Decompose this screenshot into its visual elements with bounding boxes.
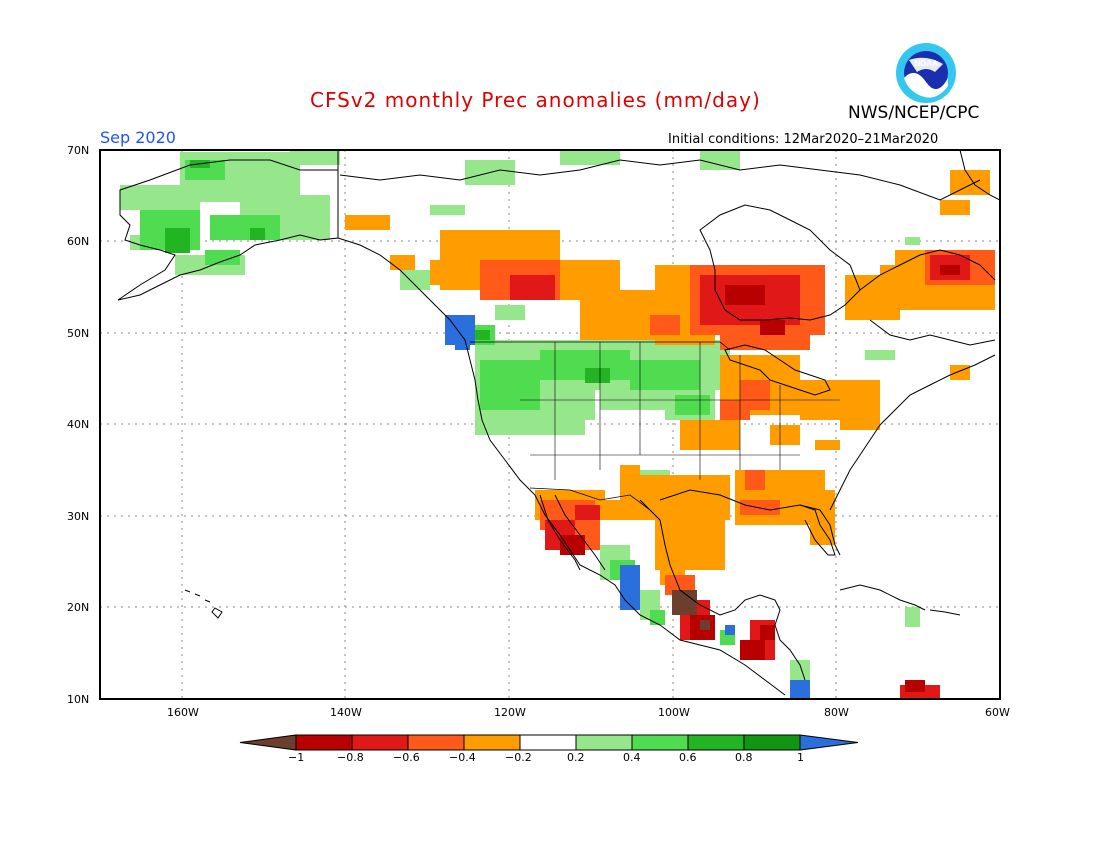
colorbar-tick: −1 [288, 751, 305, 764]
colorbar-tick: 1 [797, 751, 804, 764]
lat-label-50n: 50N [67, 327, 90, 340]
colorbar-tick: 0.8 [735, 751, 753, 764]
lat-label-60n: 60N [67, 235, 90, 248]
lon-label-120w: 120W [494, 706, 526, 719]
colorbar-tick: −0.8 [337, 751, 364, 764]
colorbar-tick: −0.4 [449, 751, 476, 764]
lon-label-80w: 80W [824, 706, 849, 719]
anomaly-shading [120, 150, 995, 699]
colorbar-tick: 0.6 [679, 751, 697, 764]
lon-label-140w: 140W [330, 706, 362, 719]
map-coastlines [117, 150, 1000, 696]
lon-label-100w: 100W [658, 706, 690, 719]
lat-label-20n: 20N [67, 601, 90, 614]
noaa-logo-text: NOAA [914, 59, 938, 68]
colorbar-tick: 0.4 [623, 751, 641, 764]
noaa-logo: NOAA [896, 43, 956, 103]
lat-label-40n: 40N [67, 418, 90, 431]
lat-label-30n: 30N [67, 510, 90, 523]
map-frame [99, 149, 1001, 700]
agency-name: NWS/NCEP/CPC [848, 103, 980, 123]
forecast-month: Sep 2020 [100, 128, 176, 147]
lon-label-60w: 60W [985, 706, 1010, 719]
lat-label-70n: 70N [67, 144, 90, 157]
chart-title: CFSv2 monthly Prec anomalies (mm/day) [310, 88, 761, 112]
initial-conditions: Initial conditions: 12Mar2020–21Mar2020 [668, 132, 939, 147]
colorbar-tick: −0.6 [393, 751, 420, 764]
lon-label-160w: 160W [167, 706, 199, 719]
map-plot-area [100, 150, 1000, 699]
colorbar-tick: 0.2 [567, 751, 585, 764]
colorbar-tick: −0.2 [505, 751, 532, 764]
lat-label-10n: 10N [67, 693, 90, 706]
